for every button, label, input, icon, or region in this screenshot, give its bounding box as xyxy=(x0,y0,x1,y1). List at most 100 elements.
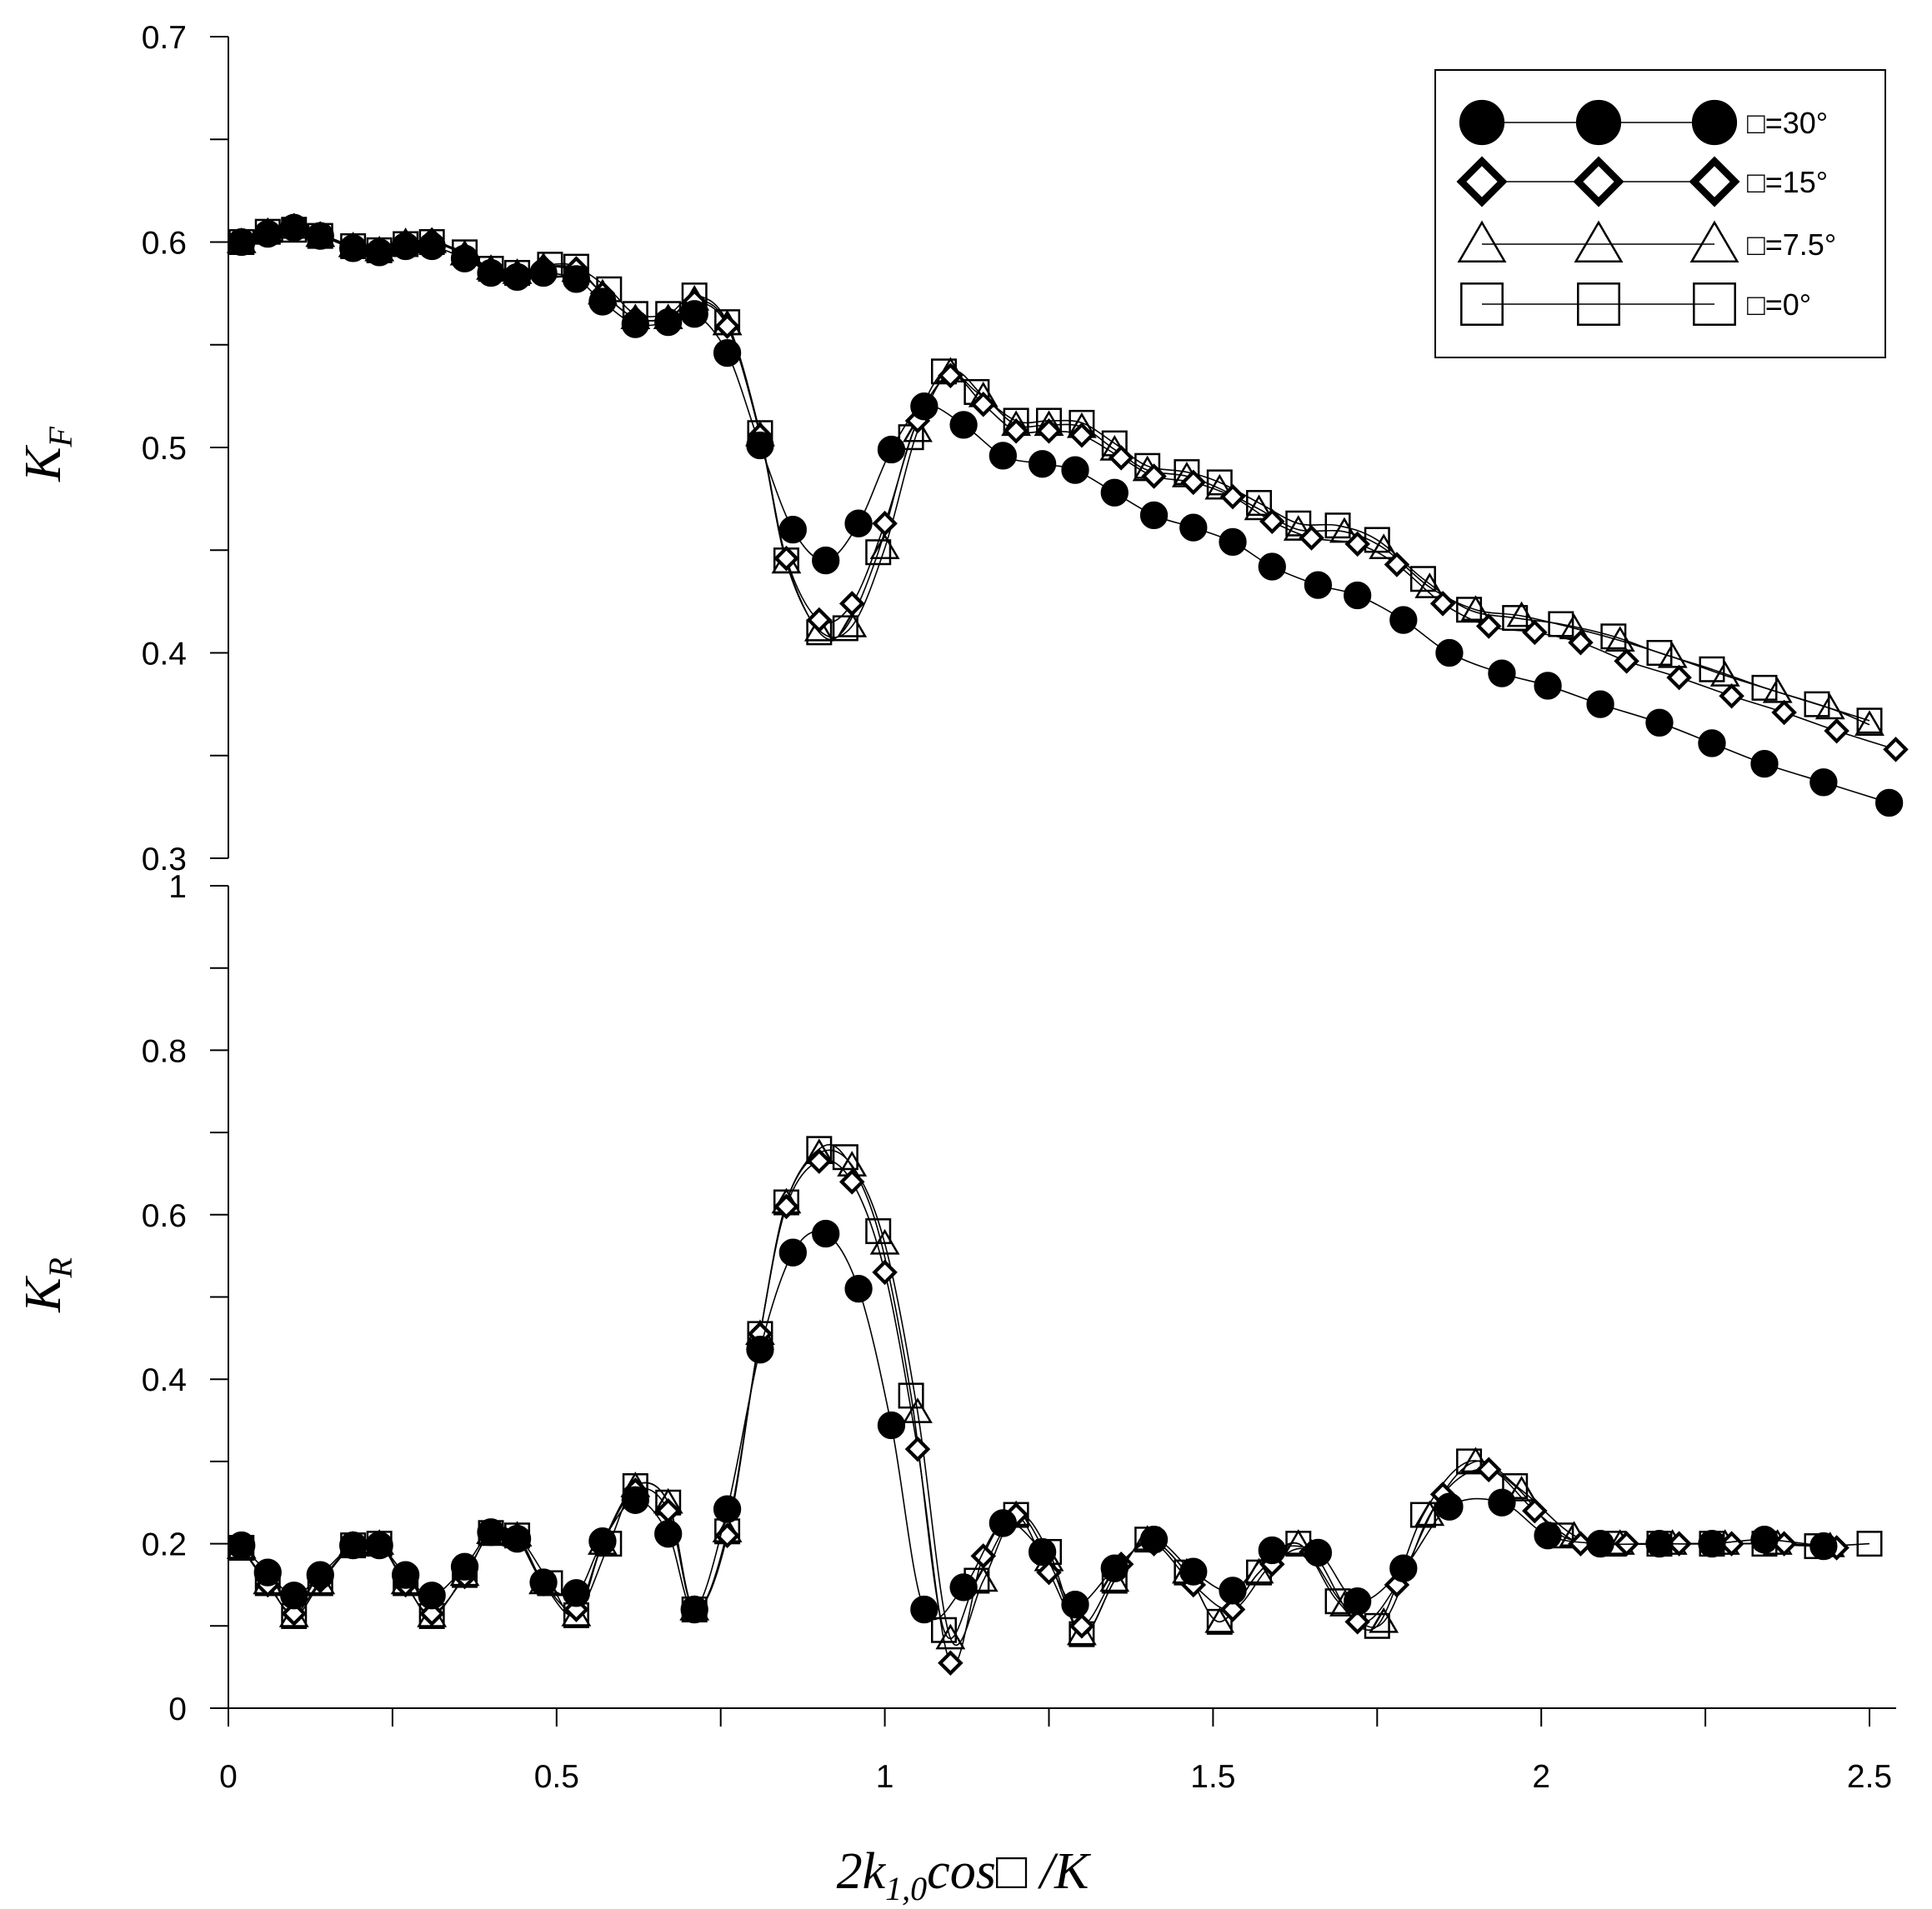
data-point xyxy=(1488,659,1516,687)
legend-marker xyxy=(1693,282,1736,326)
data-point xyxy=(1874,788,1904,817)
legend-label: □=15° xyxy=(1747,165,1828,199)
y-axis-title-kf: KF xyxy=(15,427,79,482)
data-point xyxy=(1206,469,1233,496)
data-point xyxy=(1344,581,1372,610)
data-point xyxy=(1604,626,1635,652)
data-point xyxy=(1809,1532,1838,1561)
data-point xyxy=(1824,717,1849,744)
data-point xyxy=(1809,768,1838,797)
data-point xyxy=(1750,749,1779,778)
data-point xyxy=(1304,571,1333,599)
y-tick-label-kr: 0.6 xyxy=(142,1198,187,1234)
data-point xyxy=(588,287,617,316)
data-point xyxy=(1069,422,1095,448)
data-point xyxy=(450,1552,479,1581)
data-point xyxy=(838,591,865,617)
data-point xyxy=(1719,682,1744,709)
data-point xyxy=(1069,1613,1095,1639)
data-point xyxy=(477,258,505,287)
data-point xyxy=(1324,512,1351,539)
data-point xyxy=(477,1518,505,1547)
legend-box xyxy=(1434,69,1886,358)
data-point xyxy=(806,607,833,633)
x-axis-title: 2k1,0cos□ /K xyxy=(837,1843,1092,1907)
y-tick-label-kf: 0.4 xyxy=(142,637,187,672)
legend-marker xyxy=(1459,99,1505,146)
legend-marker xyxy=(1577,282,1620,326)
legend-marker xyxy=(1575,99,1622,146)
data-point xyxy=(1036,418,1062,444)
data-point xyxy=(869,533,900,560)
legend-marker xyxy=(1689,156,1740,207)
data-point xyxy=(1456,597,1483,623)
y-tick-label-kr: 1 xyxy=(168,869,187,905)
x-tick-label: 0.5 xyxy=(534,1759,579,1795)
x-tick-label: 2 xyxy=(1532,1759,1550,1795)
x-tick-label: 2.5 xyxy=(1847,1759,1892,1795)
data-point xyxy=(773,545,799,572)
data-point xyxy=(1506,1475,1537,1502)
legend: □=30° □=15° □=7.5° □=0° xyxy=(1434,69,1886,358)
x-tick-label: 0 xyxy=(219,1759,238,1795)
data-point xyxy=(773,1193,799,1220)
data-point xyxy=(1856,1531,1883,1557)
legend-marker xyxy=(1689,220,1739,263)
data-point xyxy=(365,1531,393,1560)
legend-entry: □=7.5° xyxy=(1457,220,1836,263)
data-point xyxy=(1771,699,1797,726)
data-point xyxy=(1435,1492,1464,1521)
data-point xyxy=(1204,473,1235,500)
data-point xyxy=(837,611,868,637)
data-point xyxy=(1028,450,1057,478)
data-point xyxy=(680,1595,708,1624)
data-point xyxy=(588,1527,617,1556)
data-point xyxy=(1204,1607,1235,1633)
data-point xyxy=(1751,674,1778,701)
legend-marker xyxy=(1457,220,1507,263)
series-kr-filled-circle xyxy=(228,1219,1838,1624)
plot-kr: 0 0.2 0.4 0.6 0.8 1 0 0.5 1 1.5 2 2.5 xyxy=(142,869,1896,1795)
data-point xyxy=(1409,566,1436,592)
data-point xyxy=(1100,1554,1129,1582)
data-point xyxy=(1698,729,1726,757)
data-point xyxy=(832,615,858,642)
data-point xyxy=(872,1259,898,1286)
y-tick-label-kf: 0.7 xyxy=(142,20,187,56)
data-point xyxy=(418,232,446,261)
data-point xyxy=(253,219,282,248)
x-axis-title-suffix: cos□ /K xyxy=(927,1843,1092,1900)
data-point xyxy=(306,1561,334,1589)
data-point xyxy=(1414,1500,1445,1527)
plot-kf: 0.3 0.4 0.5 0.6 0.7 xyxy=(142,20,1909,877)
data-point xyxy=(1814,693,1845,720)
data-point xyxy=(1389,606,1418,634)
data-point xyxy=(1219,1597,1246,1622)
data-point xyxy=(418,1601,445,1627)
data-point xyxy=(338,234,368,262)
data-point xyxy=(503,262,532,292)
data-point xyxy=(392,232,420,261)
data-point xyxy=(562,1579,591,1607)
data-point xyxy=(869,1228,900,1255)
data-point xyxy=(1258,1536,1286,1565)
data-point xyxy=(1369,533,1399,560)
data-point xyxy=(1698,1529,1726,1558)
data-point xyxy=(1179,513,1208,542)
data-point xyxy=(1304,1538,1333,1567)
data-point xyxy=(1854,710,1884,737)
data-point xyxy=(910,392,938,421)
data-point xyxy=(714,313,740,339)
data-point xyxy=(281,1601,308,1627)
data-point xyxy=(1699,656,1725,682)
data-point xyxy=(1344,531,1370,557)
data-point xyxy=(1460,595,1491,621)
data-point xyxy=(877,1411,906,1440)
data-point xyxy=(1258,552,1286,581)
data-point xyxy=(1534,1522,1562,1550)
x-axis-title-sub: 1,0 xyxy=(885,1870,927,1907)
data-point xyxy=(806,1148,833,1174)
data-point xyxy=(989,442,1018,470)
data-point xyxy=(529,1568,558,1597)
